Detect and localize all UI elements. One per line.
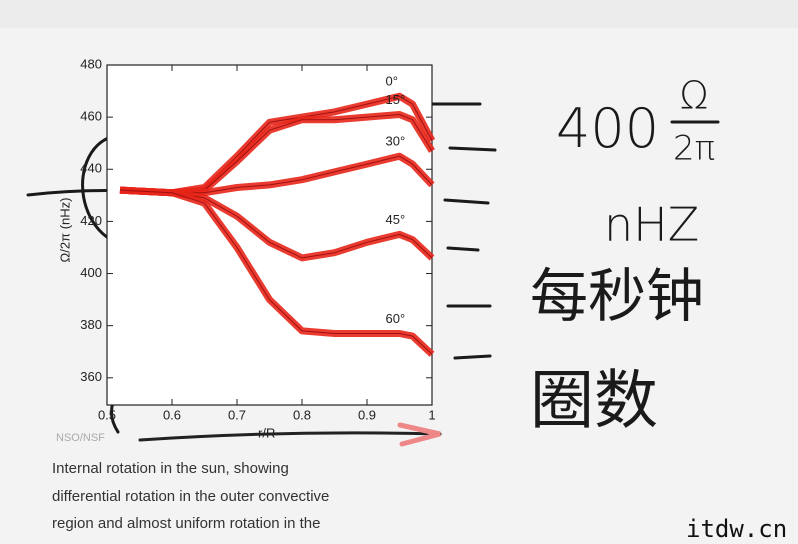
- y-tick-label: 440: [80, 161, 102, 176]
- credit: NSO/NSF: [56, 432, 105, 444]
- y-tick-label: 420: [80, 213, 102, 228]
- x-tick-label: 1: [428, 407, 435, 422]
- top-bar: [0, 0, 798, 28]
- y-axis-label: Ω/2π (nHz): [57, 198, 72, 263]
- y-tick-label: 480: [80, 56, 102, 71]
- series-label: 15°: [386, 92, 406, 107]
- caption-line: region and almost uniform rotation in th…: [52, 515, 320, 532]
- x-tick-label: 0.9: [358, 407, 376, 422]
- y-tick-label: 400: [80, 265, 102, 280]
- y-tick-label: 380: [80, 317, 102, 332]
- watermark: itdw.cn: [686, 515, 787, 543]
- caption-line: differential rotation in the outer conve…: [52, 488, 329, 505]
- note: 圈数: [530, 365, 658, 439]
- note: Ω: [679, 74, 708, 118]
- series-label: 60°: [386, 311, 406, 326]
- series-label: 30°: [386, 134, 406, 149]
- series-line: [119, 189, 433, 355]
- x-tick-label: 0.6: [163, 407, 181, 422]
- note: 400: [556, 97, 659, 160]
- note: nHZ: [604, 198, 699, 252]
- note: 每秒钟: [530, 262, 704, 330]
- y-tick-label: 360: [80, 369, 102, 384]
- note: 2π: [673, 129, 715, 169]
- series-label: 45°: [386, 212, 406, 227]
- x-tick-label: 0.7: [228, 407, 246, 422]
- caption-line: Internal rotation in the sun, showing: [52, 460, 289, 477]
- y-tick-label: 460: [80, 109, 102, 124]
- series-label: 0°: [386, 74, 398, 89]
- x-tick-label: 0.5: [98, 407, 116, 422]
- x-tick-label: 0.8: [293, 407, 311, 422]
